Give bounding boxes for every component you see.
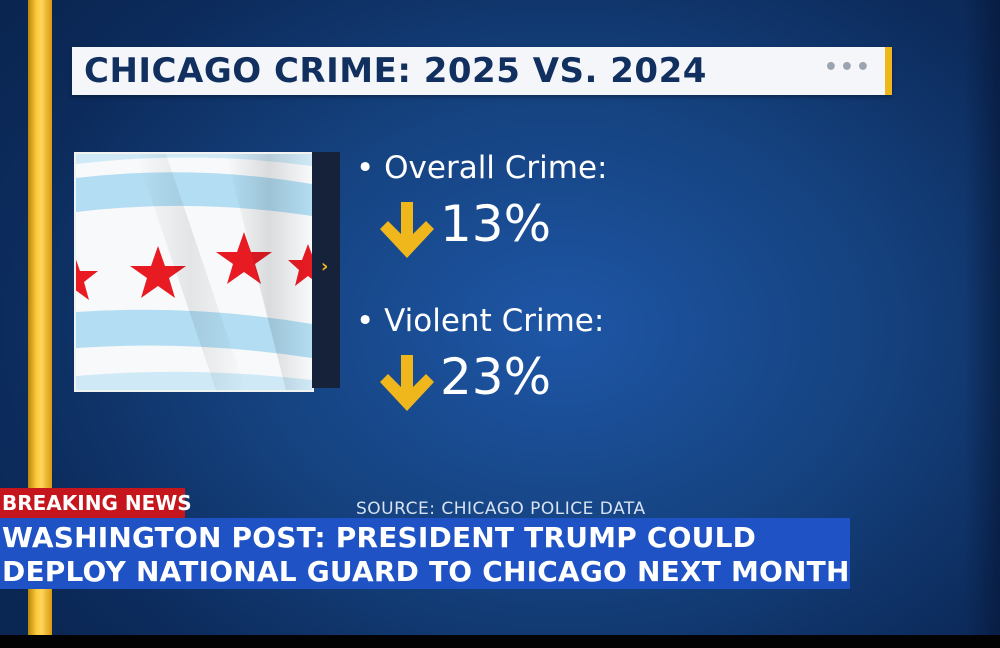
chicago-flag-icon xyxy=(76,154,312,390)
headline-line-1: WASHINGTON POST: PRESIDENT TRUMP COULD xyxy=(2,521,757,554)
title-accent xyxy=(885,47,892,95)
title-bar: CHICAGO CRIME: 2025 VS. 2024 ••• xyxy=(72,47,892,95)
down-arrow-icon xyxy=(380,202,434,258)
down-arrow-icon xyxy=(380,355,434,411)
chicago-flag-image xyxy=(74,152,314,392)
overall-crime-value: 13% xyxy=(440,195,552,253)
headline-line-2: DEPLOY NATIONAL GUARD TO CHICAGO NEXT MO… xyxy=(2,555,850,588)
source-text: SOURCE: CHICAGO POLICE DATA xyxy=(356,499,646,519)
violent-crime-label: • Violent Crime: xyxy=(356,303,605,339)
violent-crime-value: 23% xyxy=(440,348,552,406)
overall-crime-label: • Overall Crime: xyxy=(356,150,608,186)
flag-panel-tab: › xyxy=(312,152,340,388)
headline-banner: WASHINGTON POST: PRESIDENT TRUMP COULD D… xyxy=(0,518,850,589)
background-edge-shade xyxy=(964,0,1000,648)
chevron-right-icon: › xyxy=(321,256,329,277)
ellipsis-icon: ••• xyxy=(823,55,872,80)
graphic-title: CHICAGO CRIME: 2025 VS. 2024 xyxy=(84,51,707,91)
bottom-letterbox xyxy=(0,635,1000,648)
breaking-news-tag: BREAKING NEWS xyxy=(0,488,192,518)
